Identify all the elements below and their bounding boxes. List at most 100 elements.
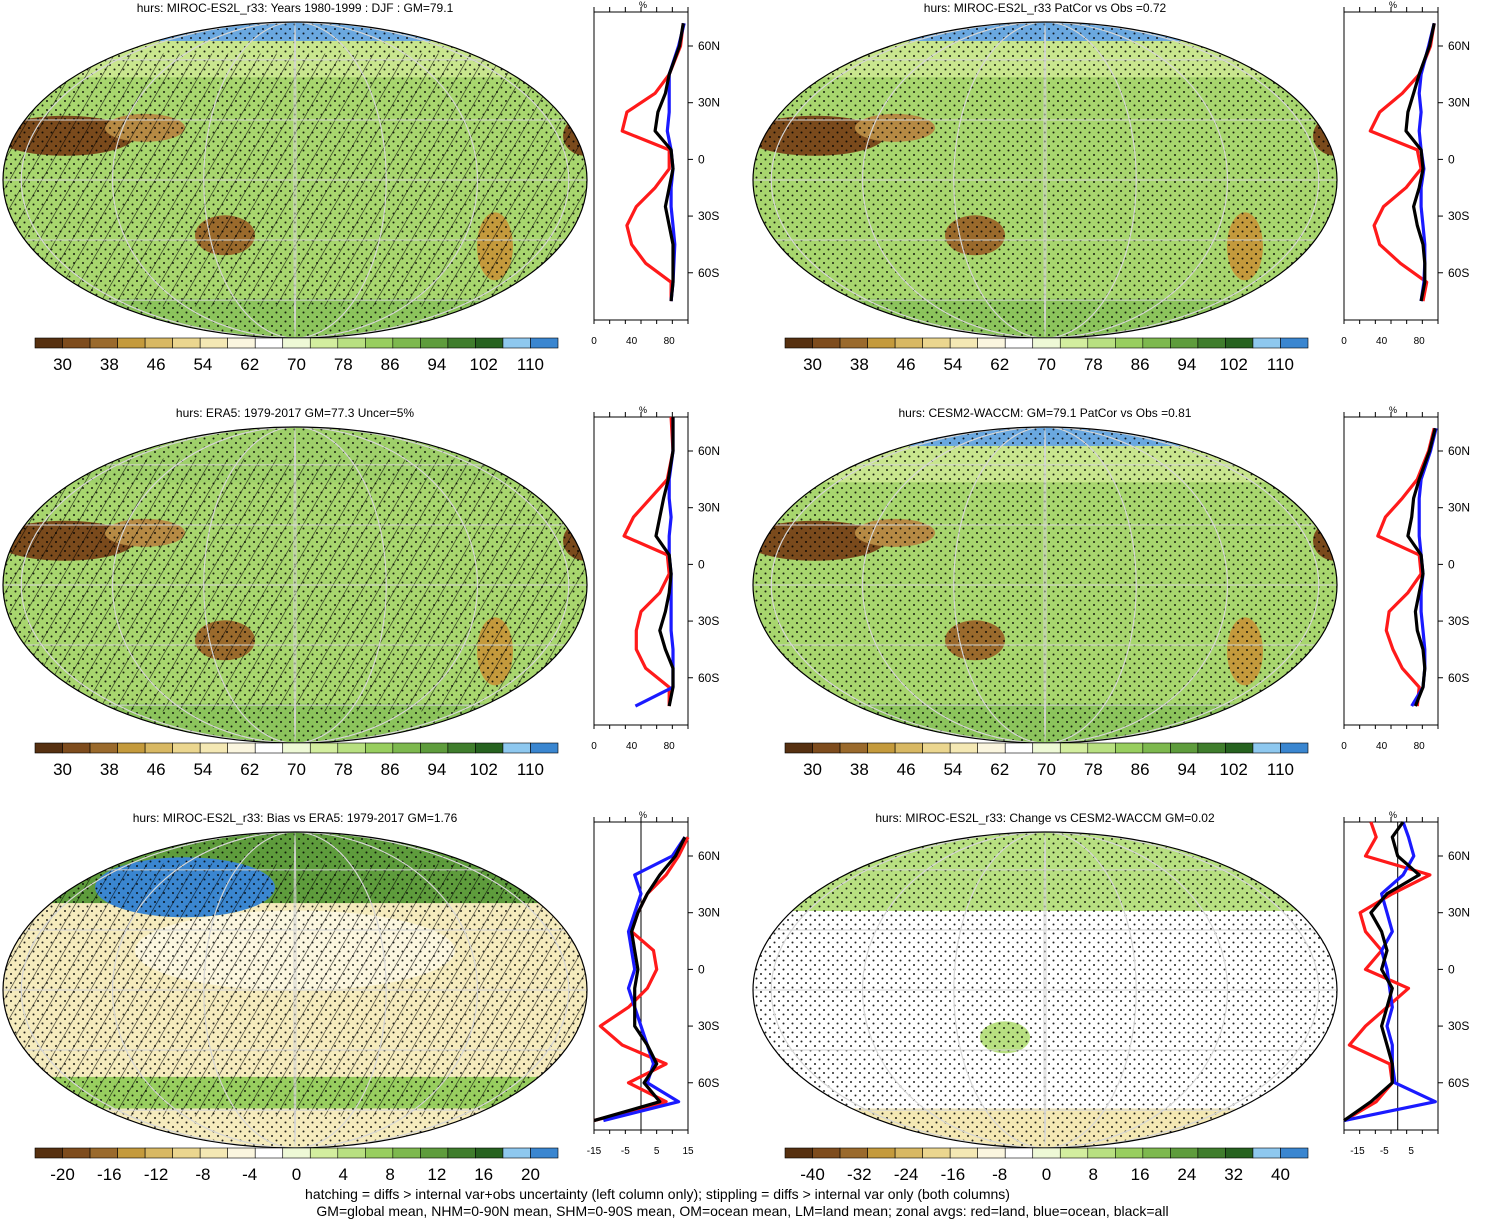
profile-x-tick-label: 80 bbox=[1414, 336, 1426, 347]
colorbar-box bbox=[502, 742, 531, 754]
profile-lat-label: 30S bbox=[1448, 209, 1469, 223]
colorbar-tick-label: 62 bbox=[990, 355, 1009, 374]
profile-x-tick-label: 80 bbox=[1414, 741, 1426, 752]
meridian-line bbox=[293, 427, 297, 743]
colorbar-tick-label: 70 bbox=[1037, 355, 1056, 374]
profile-x-tick-label: 15 bbox=[682, 1146, 694, 1157]
colorbar-box bbox=[447, 742, 476, 754]
colorbar-box bbox=[1087, 337, 1116, 349]
colorbar-tick-label: -20 bbox=[50, 1165, 75, 1184]
colorbar-box bbox=[1115, 337, 1144, 349]
meridian-line bbox=[112, 22, 478, 338]
panel-title: hurs: MIROC-ES2L_r33: Bias vs ERA5: 1979… bbox=[133, 811, 458, 825]
colorbar-tick-label: 94 bbox=[427, 760, 446, 779]
colorbar-tick-label: 20 bbox=[521, 1165, 540, 1184]
profile-lat-label: 60S bbox=[698, 1076, 719, 1090]
profile-lat-label: 30N bbox=[1448, 906, 1470, 920]
colorbar-box bbox=[117, 337, 146, 349]
colorbar-tick-label: 46 bbox=[147, 760, 166, 779]
meridian-line bbox=[203, 832, 387, 1148]
profile-x-tick-label: 5 bbox=[654, 1146, 660, 1157]
meridian-line bbox=[20, 427, 570, 743]
colorbar-box bbox=[1225, 337, 1254, 349]
colorbar-tick-label: -4 bbox=[242, 1165, 257, 1184]
zonal-profile: % 0 40 80 60N 30N 0 30S 60S bbox=[591, 0, 720, 347]
profile-x-tick-label: -5 bbox=[1380, 1146, 1389, 1157]
colorbar-box bbox=[1142, 1147, 1171, 1159]
panel-title: hurs: MIROC-ES2L_r33: Change vs CESM2-WA… bbox=[875, 811, 1215, 825]
land-zonal-line bbox=[1368, 23, 1436, 302]
colorbar-box bbox=[1087, 742, 1116, 754]
colorbar-tick-label: 38 bbox=[100, 760, 119, 779]
colorbar-box bbox=[1032, 1147, 1061, 1159]
colorbar-tick-label: 46 bbox=[897, 760, 916, 779]
colorbar-tick-label: -32 bbox=[847, 1165, 872, 1184]
profile-x-tick-label: 0 bbox=[1341, 741, 1347, 752]
profile-x-tick-label: 5 bbox=[1408, 1146, 1414, 1157]
profile-lat-label: 30N bbox=[698, 96, 720, 110]
profile-unit-label: % bbox=[639, 810, 647, 820]
colorbar-box bbox=[199, 337, 228, 349]
colorbar-tick-label: 4 bbox=[339, 1165, 348, 1184]
colorbar-tick-label: 16 bbox=[1131, 1165, 1150, 1184]
colorbar-tick-label: 8 bbox=[385, 1165, 394, 1184]
colorbar-tick-label: 86 bbox=[1131, 355, 1150, 374]
colorbar-tick-label: 78 bbox=[334, 760, 353, 779]
colorbar-tick-label: 102 bbox=[1219, 760, 1247, 779]
zonal-profile: % 0 40 80 60N 30N 0 30S 60S bbox=[1341, 0, 1470, 347]
colorbar-box bbox=[254, 742, 284, 754]
colorbar-box bbox=[1252, 1147, 1281, 1159]
meridian-line bbox=[770, 22, 1320, 338]
colorbar-box bbox=[254, 1147, 284, 1159]
profile-lat-label: 30N bbox=[1448, 96, 1470, 110]
colorbar-box bbox=[227, 337, 256, 349]
colorbar-tick-label: 54 bbox=[193, 355, 212, 374]
panel-title: hurs: CESM2-WACCM: GM=79.1 PatCor vs Obs… bbox=[899, 406, 1192, 420]
colorbar-box bbox=[1197, 337, 1226, 349]
colorbar-box bbox=[977, 337, 1006, 349]
colorbar-box bbox=[530, 1147, 559, 1159]
all-zonal-line bbox=[1404, 22, 1436, 302]
colorbar-box bbox=[337, 1147, 366, 1159]
profile-lat-label: 0 bbox=[1448, 152, 1455, 166]
colorbar-box bbox=[337, 337, 366, 349]
colorbar-box bbox=[62, 1147, 91, 1159]
colorbar-tick-label: 8 bbox=[1089, 1165, 1098, 1184]
panel-3: hurs: ERA5: 1979-2017 GM=77.3 Uncer=5% 30… bbox=[2, 405, 720, 779]
colorbar-tick-label: 102 bbox=[469, 760, 497, 779]
colorbar: 30 38 46 54 62 70 78 86 94 102 110 bbox=[784, 337, 1309, 374]
colorbar-tick-label: 94 bbox=[427, 355, 446, 374]
colorbar-box bbox=[1087, 1147, 1116, 1159]
colorbar-box bbox=[1059, 1147, 1089, 1159]
colorbar-tick-label: 54 bbox=[943, 760, 962, 779]
colorbar-tick-label: 70 bbox=[1037, 760, 1056, 779]
profile-x-tick-label: 40 bbox=[626, 336, 638, 347]
colorbar-box bbox=[365, 742, 394, 754]
meridian-line bbox=[862, 832, 1228, 1148]
colorbar-tick-label: 16 bbox=[474, 1165, 493, 1184]
meridian-line bbox=[112, 832, 478, 1148]
profile-x-tick-label: 80 bbox=[664, 336, 676, 347]
colorbar-tick-label: 110 bbox=[1267, 355, 1294, 374]
zonal-profile: % -15 -5 5 15 60N 30N 0 30S 60S bbox=[587, 810, 720, 1157]
colorbar-box bbox=[337, 742, 366, 754]
colorbar-tick-label: 86 bbox=[381, 760, 400, 779]
ocean-zonal-line bbox=[1343, 821, 1437, 1123]
colorbar-box bbox=[839, 1147, 868, 1159]
land-zonal-line bbox=[622, 416, 675, 707]
colorbar-box bbox=[1170, 1147, 1199, 1159]
colorbar-box bbox=[1032, 337, 1061, 349]
colorbar-box bbox=[502, 337, 531, 349]
colorbar-box bbox=[365, 337, 394, 349]
colorbar-box bbox=[812, 1147, 841, 1159]
colorbar-box bbox=[922, 742, 951, 754]
meridian-line bbox=[953, 427, 1137, 743]
colorbar-box bbox=[1059, 742, 1089, 754]
colorbar-box bbox=[1115, 1147, 1144, 1159]
meridian-line bbox=[293, 832, 297, 1148]
profile-x-tick-label: -5 bbox=[621, 1146, 630, 1157]
all-zonal-line bbox=[654, 417, 675, 707]
colorbar-tick-label: 46 bbox=[147, 355, 166, 374]
colorbar-tick-label: 78 bbox=[1084, 760, 1103, 779]
profile-x-tick-label: -15 bbox=[587, 1146, 602, 1157]
